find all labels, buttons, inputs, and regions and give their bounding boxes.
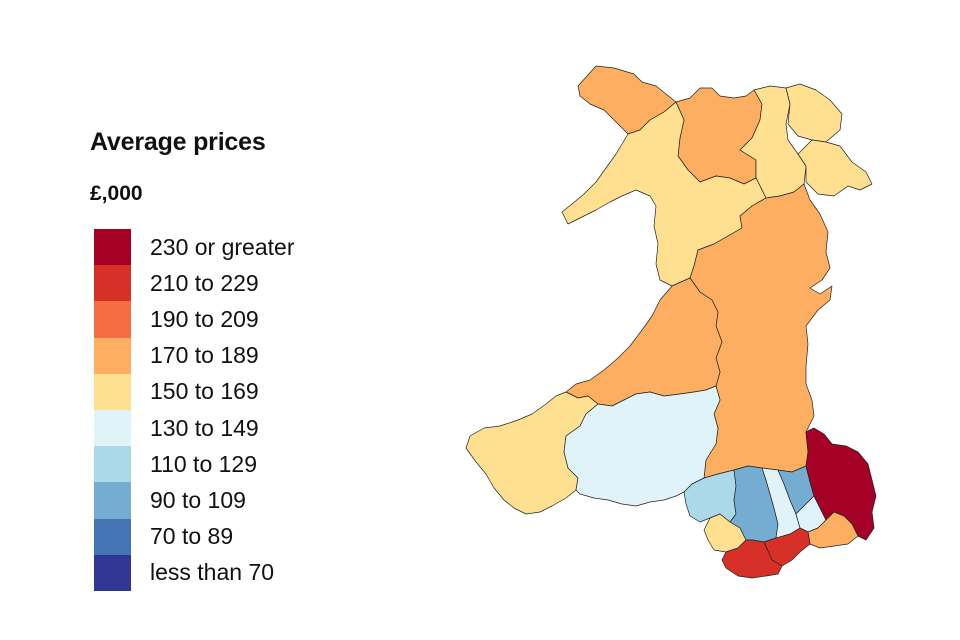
legend-item-110-to-129: 110 to 129 [94,446,294,483]
legend-label: 190 to 209 [150,305,259,332]
legend: 230 or greater 210 to 229 190 to 209 170… [94,229,294,591]
legend-item-190-to-209: 190 to 209 [94,301,294,338]
legend-swatch [94,446,131,483]
legend-swatch [94,409,131,447]
legend-label: 130 to 149 [150,414,259,441]
legend-swatch [94,229,131,266]
map-region [675,87,763,185]
map-region [785,83,843,143]
map-region [721,539,783,579]
legend-item-70-to-89: 70 to 89 [94,518,294,555]
legend-item-170-to-189: 170 to 189 [94,337,294,374]
legend-label: less than 70 [150,559,275,586]
legend-label: 210 to 229 [150,269,259,296]
legend-subtitle: £,000 [90,182,143,205]
legend-item-150-to-169: 150 to 169 [94,373,294,410]
legend-label: 170 to 189 [150,342,259,369]
legend-swatch [94,373,131,410]
map-region [805,427,877,541]
legend-label: 150 to 169 [150,378,259,405]
legend-label: 230 or greater [150,233,295,260]
legend-label: 90 to 109 [150,486,246,513]
legend-item-90-to-109: 90 to 109 [94,482,294,519]
map-region [797,139,873,197]
legend-title: Average prices [90,128,266,156]
legend-swatch [94,482,131,519]
legend-swatch [94,554,131,591]
legend-item-130-to-149: 130 to 149 [94,409,294,447]
legend-swatch [94,265,131,302]
legend-swatch [94,301,131,338]
legend-label: 70 to 89 [150,523,234,550]
legend-swatch [94,337,131,374]
legend-swatch [94,518,131,555]
legend-label: 110 to 129 [150,450,258,477]
legend-item-210-to-229: 210 to 229 [94,265,294,302]
legend-item-230-or-greater: 230 or greater [94,229,295,266]
legend-item-less-than-70: less than 70 [94,554,294,591]
map-region [565,277,723,407]
